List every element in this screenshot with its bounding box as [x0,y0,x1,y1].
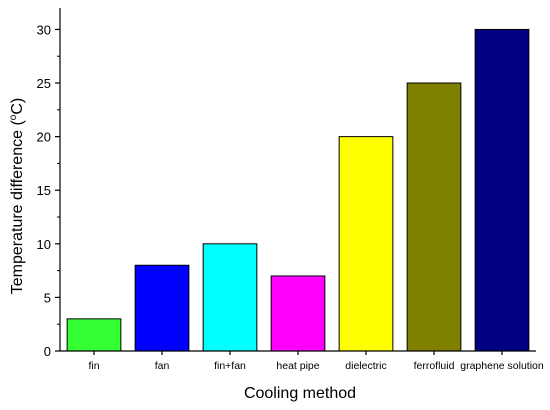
y-ticks-group: 0 5 10 15 20 25 30 [37,22,60,359]
bars-group [66,28,530,352]
y-tick-label: 25 [37,76,51,91]
y-tick-label: 30 [37,22,51,37]
bar-graphene-solution [474,28,530,352]
y-axis-title: Temperature difference (oC) [8,98,26,294]
y-axis-title-main: Temperature difference ( [9,120,26,295]
x-axis-title: Cooling method [244,385,356,402]
y-tick-label: 20 [37,130,51,145]
x-ticks-group: fin fan fin+fan heat pipe dielectric ferroflu… [88,351,544,372]
x-tick-label: dielectric [345,360,386,372]
x-tick-label: heat pipe [276,360,319,372]
bar-fan [134,264,190,352]
y-tick-label: 15 [37,183,51,198]
y-axis-title-degree: o [8,114,19,120]
x-tick-label: ferrofluid [414,360,455,372]
x-tick-label: fan [155,360,170,372]
bar-fin [66,318,122,352]
y-tick-label: 10 [37,237,51,252]
y-tick-label: 5 [44,290,51,305]
x-tick-label: fin [88,360,99,372]
x-tick-label: graphene solution [460,360,544,372]
bar-heat-pipe [270,275,326,352]
x-tick-label: fin+fan [214,360,246,372]
y-tick-label: 0 [44,344,51,359]
bar-dielectric [338,136,394,352]
y-axis-title-unit: C) [9,98,26,115]
bar-fin-fan [202,243,258,352]
bar-ferrofluid [406,82,462,352]
